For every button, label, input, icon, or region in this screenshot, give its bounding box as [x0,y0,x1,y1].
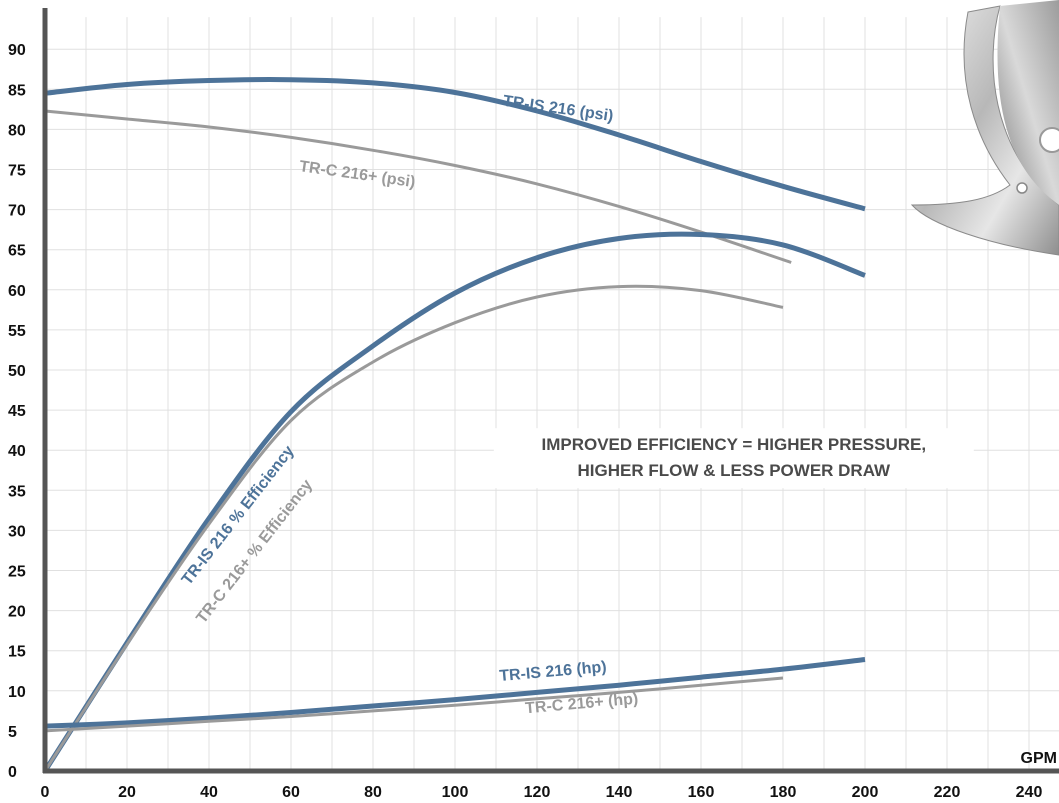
y-tick-label: 55 [8,323,26,340]
annotation-line-1: HIGHER FLOW & LESS POWER DRAW [577,461,891,480]
series-line-1 [44,109,792,264]
y-tick-label: 5 [8,724,17,741]
y-tick-label: 65 [8,243,26,260]
curve-label-0: TR-IS 216 (psi) [502,93,614,125]
x-tick-label: 240 [1016,784,1043,801]
annotation-box [493,428,974,489]
x-tick-label: 0 [41,784,50,801]
y-tick-label: 0 [8,764,17,781]
grid [45,17,1059,771]
x-tick-label: 100 [442,784,469,801]
series-lines [42,77,866,773]
x-tick-label: 120 [524,784,551,801]
y-tick-label: 80 [8,122,26,139]
curve-label-4: TR-IS 216 (hp) [499,659,608,685]
x-tick-label: 40 [200,784,218,801]
y-tick-label: 35 [8,483,26,500]
x-axis-label: GPM [1021,750,1057,767]
y-tick-label: 90 [8,42,26,59]
y-tick-label: 45 [8,403,26,420]
series-line-3 [43,284,784,772]
x-tick-label: 160 [688,784,715,801]
series-line-0 [44,77,866,212]
annotation-line-0: IMPROVED EFFICIENCY = HIGHER PRESSURE, [541,435,926,454]
y-tick-label: 25 [8,564,26,581]
impeller-image [910,0,1059,256]
series-line-5 [44,676,784,733]
y-tick-label: 20 [8,604,26,621]
tick-labels: 0 20 40 60 80 100 120 140 160 180 200 220 240 0 5 10 15 2… [8,42,1057,801]
x-tick-label: 200 [852,784,879,801]
axes [42,8,1059,774]
y-tick-label: 15 [8,644,26,661]
y-tick-label: 30 [8,523,26,540]
annotation-note: IMPROVED EFFICIENCY = HIGHER PRESSURE, HI… [493,428,974,489]
x-tick-label: 180 [770,784,797,801]
y-tick-label: 10 [8,684,26,701]
series-line-2 [42,231,866,773]
y-tick-label: 75 [8,163,26,180]
y-tick-label: 50 [8,363,26,380]
y-tick-label: 85 [8,82,26,99]
x-tick-label: 220 [934,784,961,801]
y-tick-label: 60 [8,283,26,300]
curve-labels: TR-IS 216 (psi) TR-C 216+ (psi) TR-IS 216 … [179,93,639,718]
series-line-4 [44,657,866,729]
curve-label-1: TR-C 216+ (psi) [298,158,416,191]
y-tick-label: 40 [8,443,26,460]
x-tick-label: 80 [364,784,382,801]
curve-label-5: TR-C 216+ (hp) [525,691,639,718]
x-tick-label: 60 [282,784,300,801]
x-tick-label: 140 [606,784,633,801]
y-tick-label: 70 [8,203,26,220]
x-tick-label: 20 [118,784,136,801]
